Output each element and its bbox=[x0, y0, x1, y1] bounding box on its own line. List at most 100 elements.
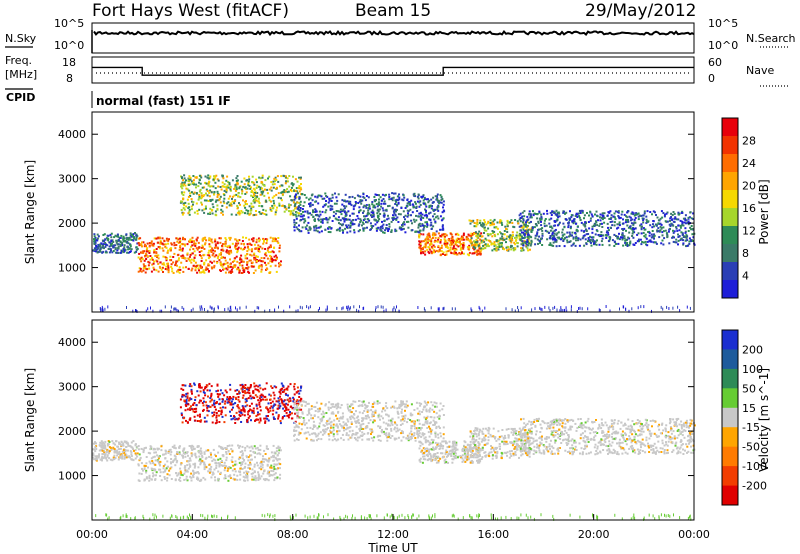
power-ground-pixel bbox=[326, 305, 328, 309]
power-pixel bbox=[403, 196, 406, 199]
velocity-pixel bbox=[184, 451, 187, 454]
power-pixel bbox=[493, 223, 495, 226]
power-pixel bbox=[216, 204, 219, 207]
power-pixel bbox=[395, 229, 398, 232]
power-pixel bbox=[227, 245, 230, 248]
power-pixel bbox=[506, 231, 509, 233]
power-pixel bbox=[343, 211, 346, 214]
power-pixel bbox=[204, 175, 207, 178]
velocity-pixel bbox=[246, 456, 248, 459]
power-pixel bbox=[111, 239, 114, 242]
velocity-pixel bbox=[137, 464, 140, 467]
power-pixel bbox=[367, 211, 370, 214]
power-pixel bbox=[629, 227, 632, 230]
power-pixel bbox=[219, 262, 222, 265]
velocity-pixel bbox=[92, 458, 95, 461]
power-pixel bbox=[284, 190, 287, 193]
power-pixel bbox=[372, 211, 374, 214]
power-pixel bbox=[502, 237, 505, 240]
power-pixel bbox=[419, 200, 422, 203]
power-pixel bbox=[629, 240, 632, 243]
power-pixel bbox=[289, 189, 292, 191]
velocity-pixel bbox=[156, 448, 159, 451]
power-pixel bbox=[609, 217, 612, 220]
power-pixel bbox=[253, 194, 256, 197]
velocity-pixel bbox=[208, 463, 211, 466]
velocity-pixel bbox=[134, 452, 137, 455]
velocity-pixel bbox=[267, 402, 270, 405]
power-pixel bbox=[294, 203, 297, 206]
velocity-pixel bbox=[210, 456, 213, 459]
power-pixel bbox=[577, 212, 580, 215]
velocity-pixel bbox=[234, 463, 236, 466]
power-pixel bbox=[393, 211, 396, 214]
velocity-pixel bbox=[94, 450, 97, 453]
power-pixel bbox=[207, 264, 210, 267]
power-pixel bbox=[546, 238, 549, 241]
power-pixel bbox=[589, 210, 592, 213]
power-pixel bbox=[658, 236, 661, 239]
power-pixel bbox=[442, 200, 445, 203]
power-pixel bbox=[223, 183, 226, 186]
power-pixel bbox=[225, 267, 228, 270]
power-pixel bbox=[256, 192, 259, 194]
power-pixel bbox=[201, 238, 204, 241]
velocity-pixel bbox=[108, 450, 111, 453]
power-pixel bbox=[618, 217, 621, 220]
velocity-pixel bbox=[294, 412, 297, 415]
velocity-pixel bbox=[225, 465, 228, 468]
power-pixel bbox=[522, 249, 525, 252]
power-ground-pixel bbox=[668, 307, 670, 310]
power-pixel bbox=[99, 245, 102, 248]
power-pixel bbox=[422, 229, 425, 232]
power-pixel bbox=[424, 208, 426, 211]
power-pixel bbox=[112, 245, 114, 248]
power-pixel bbox=[526, 235, 529, 238]
power-pixel bbox=[262, 242, 265, 245]
velocity-pixel bbox=[296, 415, 299, 418]
power-pixel bbox=[312, 211, 315, 214]
velocity-pixel bbox=[207, 410, 210, 413]
power-pixel bbox=[147, 260, 150, 263]
power-pixel bbox=[461, 238, 464, 241]
power-pixel bbox=[475, 239, 478, 241]
power-pixel bbox=[246, 187, 249, 190]
power-pixel bbox=[234, 246, 237, 249]
power-pixel bbox=[292, 175, 294, 178]
power-pixel bbox=[611, 239, 614, 242]
power-pixel bbox=[519, 229, 522, 232]
power-pixel bbox=[247, 209, 249, 212]
velocity-pixel bbox=[201, 402, 204, 404]
velocity-pixel bbox=[123, 457, 126, 460]
power-pixel bbox=[221, 181, 224, 184]
velocity-pixel bbox=[229, 403, 232, 406]
power-pixel bbox=[529, 214, 532, 217]
power-pixel bbox=[600, 231, 603, 234]
velocity-pixel bbox=[164, 452, 167, 455]
power-pixel bbox=[576, 225, 579, 228]
velocity-pixel bbox=[178, 445, 181, 448]
power-pixel bbox=[401, 224, 404, 227]
velocity-pixel bbox=[102, 449, 105, 452]
velocity-pixel bbox=[162, 453, 164, 456]
power-pixel bbox=[428, 212, 430, 215]
velocity-pixel bbox=[220, 464, 223, 467]
power-pixel bbox=[269, 207, 272, 210]
velocity-pixel bbox=[279, 389, 282, 391]
velocity-pixel bbox=[202, 404, 205, 407]
velocity-pixel bbox=[101, 444, 104, 447]
power-pixel bbox=[187, 257, 190, 260]
power-pixel bbox=[317, 219, 320, 222]
power-pixel bbox=[240, 272, 243, 274]
velocity-pixel bbox=[245, 470, 248, 473]
power-pixel bbox=[481, 235, 484, 238]
power-pixel bbox=[615, 235, 617, 237]
power-pixel bbox=[408, 202, 411, 205]
power-pixel bbox=[211, 247, 214, 250]
power-pixel bbox=[187, 207, 190, 209]
power-pixel bbox=[412, 206, 415, 209]
power-pixel bbox=[94, 241, 97, 244]
power-pixel bbox=[341, 199, 344, 202]
power-pixel bbox=[260, 260, 263, 263]
power-pixel bbox=[214, 213, 217, 216]
